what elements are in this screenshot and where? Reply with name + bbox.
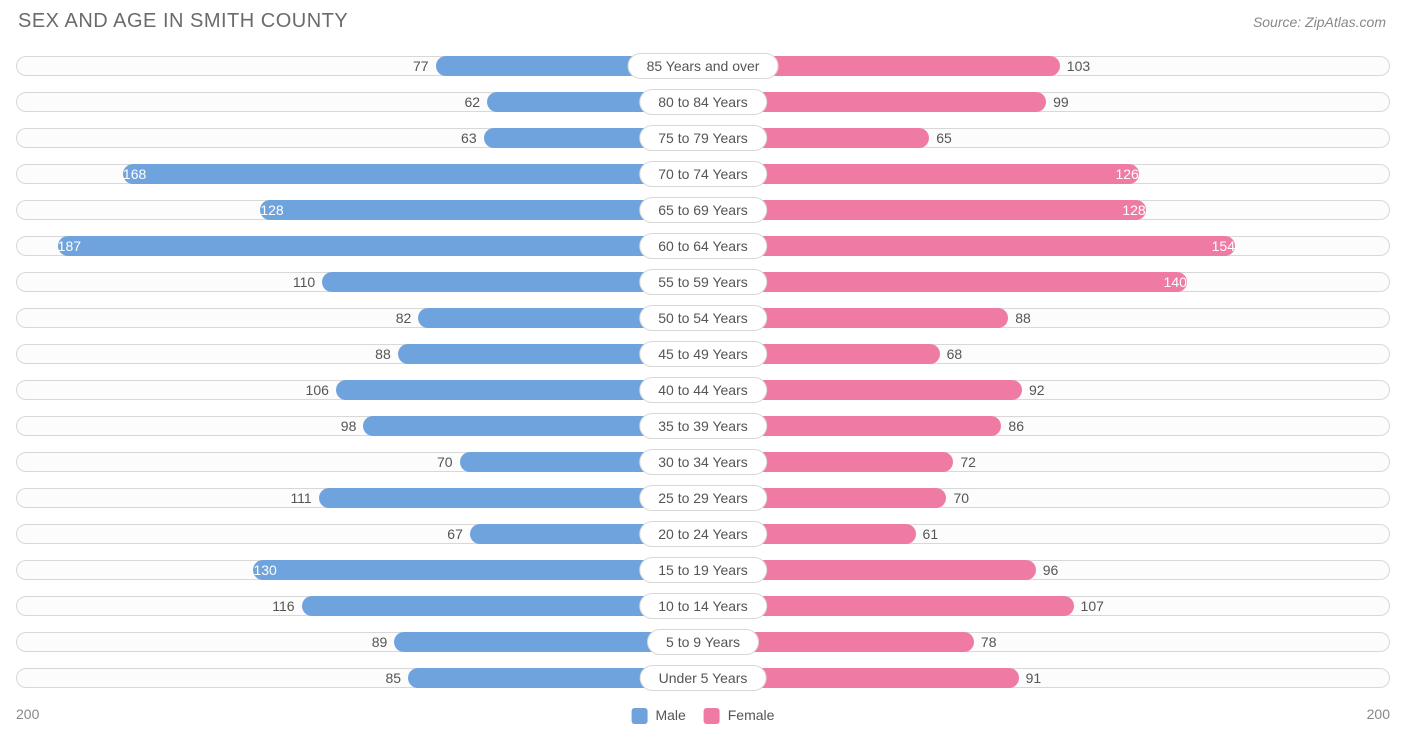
value-male: 98 [341,410,357,442]
value-female: 92 [1029,374,1045,406]
value-male: 70 [437,446,453,478]
category-label: 60 to 64 Years [639,233,767,259]
value-male: 106 [306,374,329,406]
category-label: 25 to 29 Years [639,485,767,511]
pyramid-row: 111 70 25 to 29 Years [16,482,1390,514]
legend-female: Female [704,707,775,724]
category-label: 5 to 9 Years [647,629,759,655]
category-label: 45 to 49 Years [639,341,767,367]
value-female: 154 [706,230,1249,262]
category-label: 70 to 74 Years [639,161,767,187]
pyramid-row: 110 14055 to 59 Years [16,266,1390,298]
value-female: 126 [706,158,1153,190]
pyramid-row: 18715460 to 64 Years [16,230,1390,262]
value-female: 88 [1015,302,1031,334]
value-male: 111 [290,482,311,514]
pyramid-row: 67 61 20 to 24 Years [16,518,1390,550]
value-male: 77 [413,50,429,82]
pyramid-row: 62 99 80 to 84 Years [16,86,1390,118]
pyramid-row: 98 86 35 to 39 Years [16,410,1390,442]
value-male: 88 [375,338,391,370]
value-female: 86 [1008,410,1024,442]
pyramid-row: 12812865 to 69 Years [16,194,1390,226]
female-swatch [704,708,720,724]
value-female: 99 [1053,86,1069,118]
value-male: 187 [44,230,700,262]
pyramid-row: 85 91 Under 5 Years [16,662,1390,694]
pyramid-row: 70 72 30 to 34 Years [16,446,1390,478]
pyramid-row: 16812670 to 74 Years [16,158,1390,190]
value-female: 68 [947,338,963,370]
category-label: 75 to 79 Years [639,125,767,151]
value-female: 140 [706,266,1201,298]
category-label: 55 to 59 Years [639,269,767,295]
chart-title: SEX AND AGE IN SMITH COUNTY [18,10,348,33]
legend-male: Male [632,707,686,724]
legend-male-label: Male [655,707,685,723]
value-male: 63 [461,122,477,154]
population-pyramid-chart: 77 103 85 Years and over 62 99 80 to 84 Years… [16,50,1390,704]
value-male: 116 [272,590,294,622]
male-swatch [632,708,648,724]
category-label: 65 to 69 Years [639,197,767,223]
pyramid-row: 130 96 15 to 19 Years [16,554,1390,586]
value-female: 78 [981,626,997,658]
value-female: 107 [1081,590,1104,622]
value-female: 70 [953,482,969,514]
axis-tick-right: 200 [1367,706,1390,722]
category-label: 50 to 54 Years [639,305,767,331]
value-female: 61 [923,518,939,550]
value-male: 128 [246,194,700,226]
category-label: 15 to 19 Years [639,557,767,583]
value-male: 82 [396,302,412,334]
axis-tick-left: 200 [16,706,39,722]
value-male: 89 [372,626,388,658]
category-label: 85 Years and over [628,53,779,79]
category-label: 35 to 39 Years [639,413,767,439]
pyramid-row: 82 88 50 to 54 Years [16,302,1390,334]
value-male: 62 [464,86,480,118]
legend-female-label: Female [728,707,775,723]
category-label: 40 to 44 Years [639,377,767,403]
category-label: 20 to 24 Years [639,521,767,547]
value-female: 72 [960,446,976,478]
category-label: 30 to 34 Years [639,449,767,475]
value-male: 168 [109,158,700,190]
value-female: 96 [1043,554,1059,586]
value-female: 91 [1026,662,1042,694]
pyramid-row: 89 78 5 to 9 Years [16,626,1390,658]
value-male: 110 [293,266,315,298]
pyramid-row: 116 107 10 to 14 Years [16,590,1390,622]
legend: Male Female [632,707,775,724]
value-female: 65 [936,122,952,154]
category-label: Under 5 Years [640,665,767,691]
pyramid-row: 88 68 45 to 49 Years [16,338,1390,370]
value-male: 85 [385,662,401,694]
category-label: 10 to 14 Years [639,593,767,619]
pyramid-row: 63 65 75 to 79 Years [16,122,1390,154]
pyramid-row: 77 103 85 Years and over [16,50,1390,82]
value-female: 128 [706,194,1160,226]
value-male: 67 [447,518,463,550]
value-female: 103 [1067,50,1090,82]
pyramid-row: 106 92 40 to 44 Years [16,374,1390,406]
source-attribution: Source: ZipAtlas.com [1253,14,1386,30]
value-male: 130 [239,554,700,586]
category-label: 80 to 84 Years [639,89,767,115]
